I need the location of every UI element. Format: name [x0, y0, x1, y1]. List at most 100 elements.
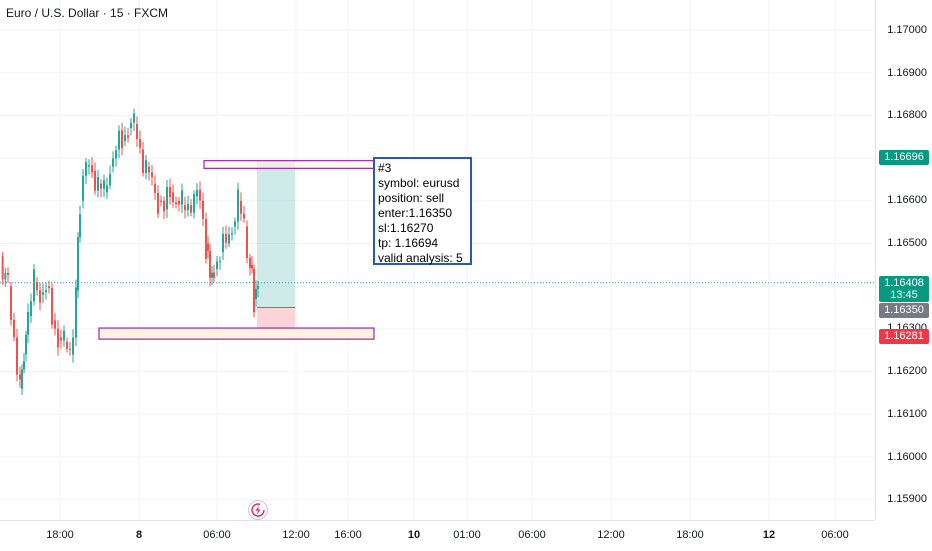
time-tick: 06:00	[518, 529, 546, 541]
time-tick: 18:00	[676, 529, 704, 541]
candle-body	[30, 301, 32, 317]
candle-body	[175, 202, 177, 205]
candle-body	[190, 205, 192, 213]
candle-body	[19, 374, 21, 380]
analysis-line: sl:1.16270	[378, 221, 434, 235]
chart-canvas[interactable]	[0, 0, 875, 520]
time-tick: 06:00	[821, 529, 849, 541]
zone-rectangle-lower	[98, 327, 375, 340]
candle-body	[82, 175, 84, 201]
candle-body	[202, 200, 204, 219]
analysis-info-box[interactable]: #3 symbol: eurusd position: sell enter:1…	[373, 157, 472, 265]
time-tick: 16:00	[334, 529, 362, 541]
candle-body	[60, 337, 62, 341]
candle-body	[169, 187, 171, 198]
candle-body	[48, 286, 50, 288]
candle-body	[228, 234, 230, 244]
candle-body	[69, 348, 71, 350]
analysis-line: #3	[378, 161, 392, 175]
candle-body	[109, 173, 111, 186]
candle-body	[57, 328, 59, 348]
candle-body	[51, 287, 53, 325]
candle-body	[127, 135, 129, 138]
candle-body	[13, 319, 15, 338]
candle-body	[172, 192, 174, 203]
candle-body	[85, 162, 87, 176]
candle-body	[36, 281, 38, 291]
candle-body	[115, 150, 117, 159]
candle-body	[4, 272, 7, 280]
candle-body	[63, 330, 65, 341]
candle-body	[79, 214, 81, 238]
candle-body	[154, 183, 156, 193]
candle-body	[133, 113, 135, 123]
candle-body	[205, 218, 207, 259]
candle-body	[157, 192, 159, 214]
candle-body	[145, 160, 147, 173]
candle-body	[181, 190, 183, 205]
analysis-line: enter:1.16350	[378, 206, 453, 220]
candle-body	[91, 165, 93, 173]
candle-body	[251, 264, 253, 269]
candle-body	[246, 226, 248, 258]
time-tick: 12:00	[282, 529, 310, 541]
candle-body	[222, 233, 224, 253]
price-tag-current: 1.16408 13:45	[879, 276, 929, 302]
candle-body	[249, 257, 251, 268]
candle-body	[257, 286, 259, 289]
candle-body	[112, 158, 114, 167]
current-price-value: 1.16408	[884, 277, 924, 289]
candle-body	[21, 369, 23, 389]
candle-body	[196, 189, 198, 197]
candle-body	[148, 166, 150, 173]
price-tick: 1.16800	[887, 109, 927, 121]
analysis-line: position: sell	[378, 191, 445, 205]
candle-body	[136, 123, 138, 140]
candle-countdown: 13:45	[890, 289, 918, 301]
candle-body	[209, 250, 211, 278]
candle-body	[255, 288, 257, 300]
candle-body	[207, 243, 209, 251]
price-tick: 1.16600	[887, 194, 927, 206]
time-tick: 06:00	[203, 529, 231, 541]
candle-body	[10, 286, 12, 320]
time-scale[interactable]: 18:00 8 06:00 12:00 16:00 10 01:00 06:00…	[0, 520, 875, 551]
candle-body	[27, 311, 29, 335]
time-tick: 8	[135, 529, 143, 541]
candle-body	[219, 260, 221, 262]
time-tick: 18:00	[46, 529, 74, 541]
price-tag-upper: 1.16696	[879, 150, 929, 165]
candle-body	[39, 290, 41, 303]
candles-layer	[1, 108, 259, 396]
price-tick: 1.16100	[887, 408, 927, 420]
candle-body	[88, 165, 90, 167]
candle-body	[94, 170, 96, 191]
candle-body	[187, 203, 189, 211]
candle-body	[23, 361, 25, 370]
candle-body	[184, 205, 186, 211]
candle-body	[130, 122, 132, 129]
chart-title: Euro / U.S. Dollar · 15 · FXCM	[6, 6, 169, 20]
analysis-line: tp: 1.16694	[378, 236, 439, 250]
candle-body	[103, 180, 105, 189]
candle-body	[151, 172, 153, 178]
candle-body	[253, 268, 255, 313]
candle-body	[25, 334, 27, 355]
analysis-line: valid analysis: 5	[378, 251, 463, 265]
price-scale[interactable]: 1.17000 1.16900 1.16800 1.16600 1.16500 …	[875, 0, 932, 520]
candle-body	[7, 272, 9, 275]
candle-body	[45, 290, 47, 293]
chart-pane[interactable]: Euro / U.S. Dollar · 15 · FXCM #3 symbol…	[0, 0, 875, 520]
price-tag-lower: 1.16281	[879, 329, 929, 344]
time-tick: 01:00	[453, 529, 481, 541]
lightning-alert-icon[interactable]	[248, 500, 268, 520]
candle-body	[75, 287, 77, 338]
candle-body	[216, 261, 218, 270]
candle-body	[1, 256, 4, 280]
candle-body	[243, 213, 245, 219]
candle-body	[142, 149, 144, 173]
candle-body	[225, 233, 227, 243]
time-tick: 12:00	[597, 529, 625, 541]
candle-body	[193, 194, 195, 213]
time-tick: 12	[762, 529, 776, 541]
